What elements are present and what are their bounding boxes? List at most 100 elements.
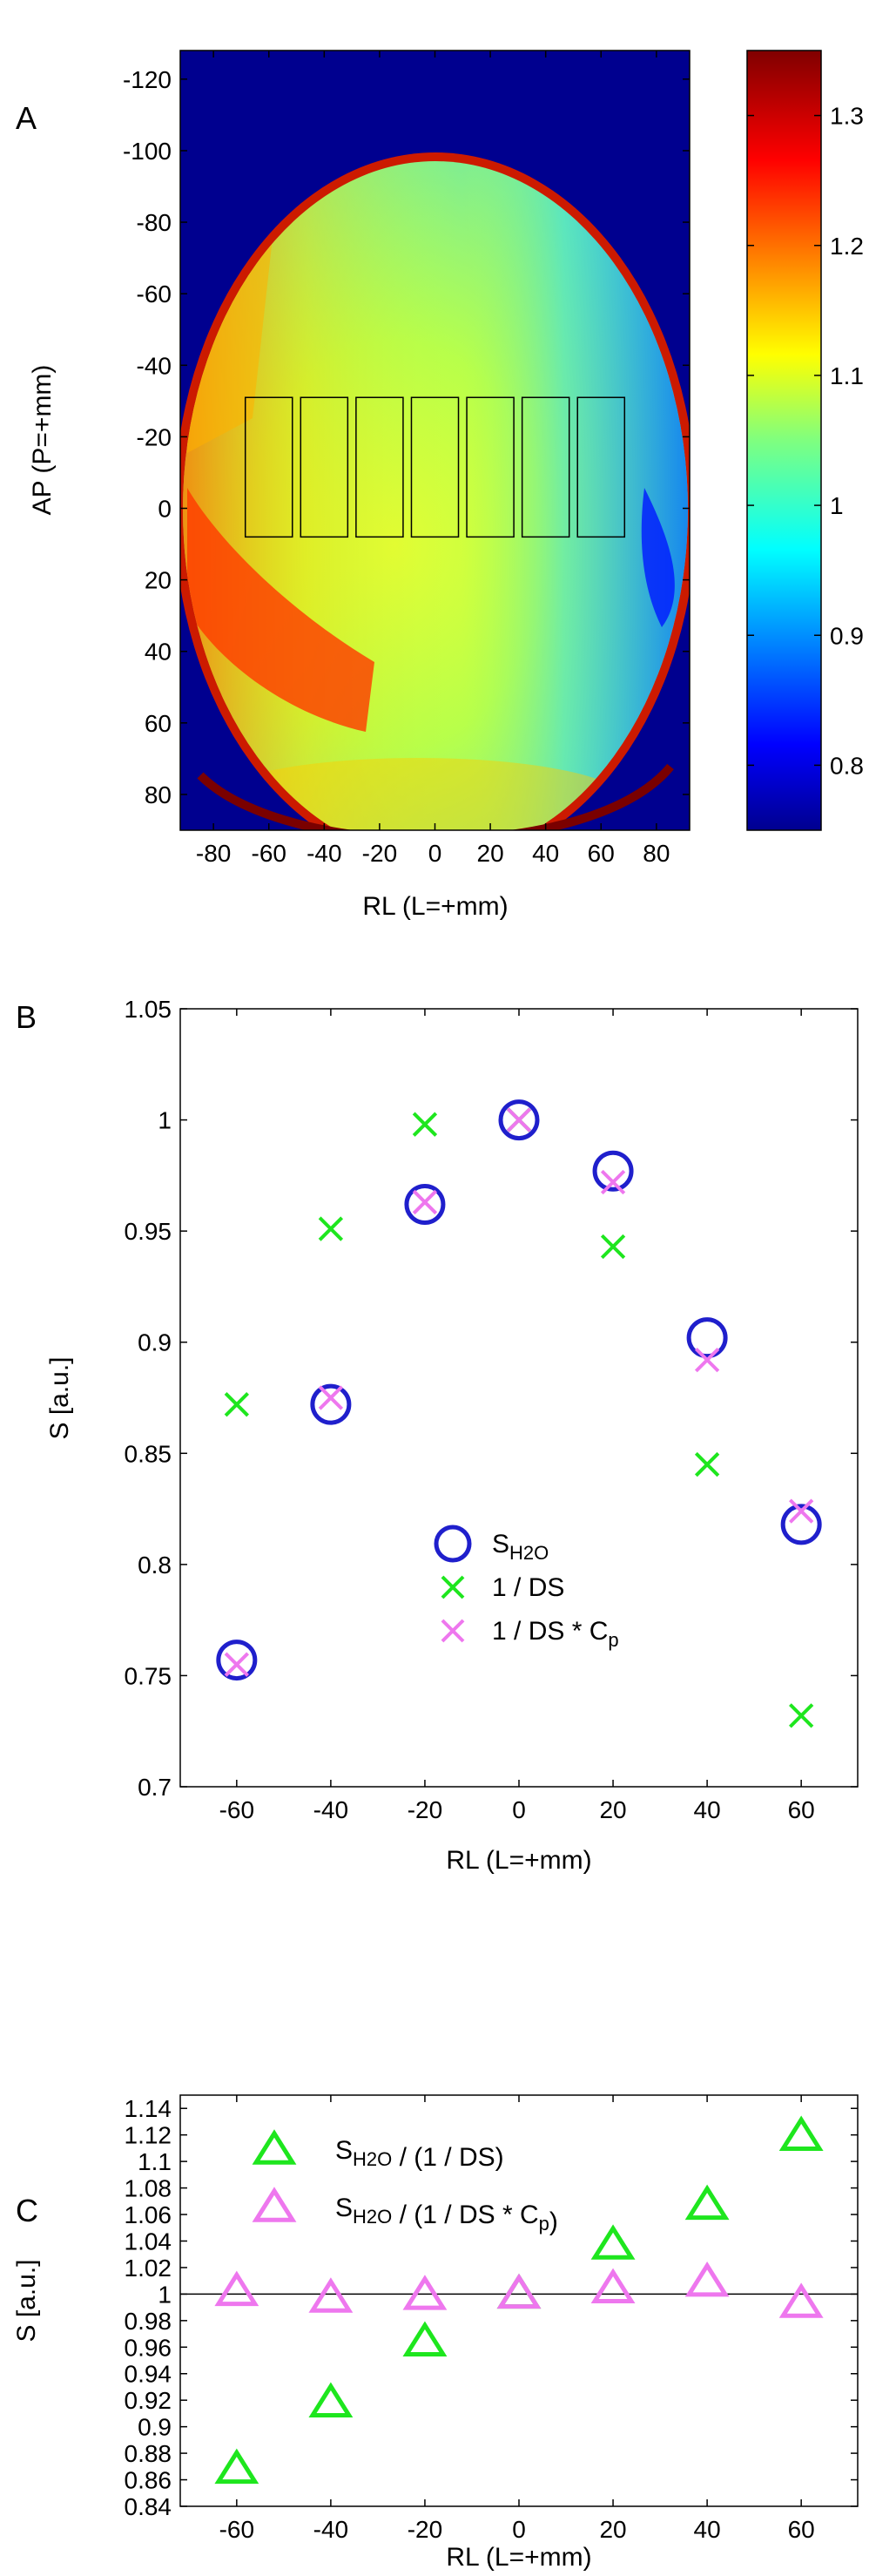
roi-box: [355, 396, 404, 538]
panel-b-legend: SH2O 1 / DS 1 / DS * Cp: [434, 1525, 619, 1651]
y-tick-label: 0.9: [138, 2414, 172, 2441]
point-series-1: [789, 1703, 814, 1728]
point-series-0: [402, 2321, 448, 2356]
point-series-0: [498, 1099, 540, 1141]
legend-text: 1 / DS * C: [492, 1617, 608, 1646]
point-series-1: [412, 1112, 438, 1137]
point-series-0: [308, 2382, 354, 2417]
x-tick-label: 40: [694, 2516, 721, 2543]
x-tick-label: -60: [219, 1796, 254, 1823]
y-tick-label: 0.85: [125, 1440, 172, 1467]
panel-c-ticks: -60 -40 -20 0 20 40 600.840.860.880.90.920.940…: [125, 2095, 858, 2543]
x-tick-label: -80: [196, 840, 231, 867]
y-tick-label: 0.95: [125, 1218, 172, 1245]
panel-label-c: C: [16, 2193, 38, 2228]
legend-label: SH2O: [492, 1530, 549, 1564]
y-tick-label: 0.9: [138, 1329, 172, 1356]
legend-subscript: H2O: [509, 1542, 549, 1564]
y-tick-label: 0.8: [138, 1552, 172, 1579]
legend-label: SH2O / (1 / DS): [335, 2136, 504, 2172]
roi-box: [410, 396, 460, 538]
panel-c-marks: [214, 2115, 824, 2485]
x-tick-label: -20: [408, 1796, 442, 1823]
panel-c-ylabel: S [a.u.]: [12, 2259, 41, 2342]
x-tick-label: -20: [362, 840, 397, 867]
y-tick-label: 1.05: [125, 996, 172, 1023]
panel-c-xlabel: RL (L=+mm): [446, 2543, 591, 2572]
x-tick-label: -40: [313, 2516, 348, 2543]
legend-text: S: [492, 1530, 509, 1558]
panel-a-image: -80 -60 -40 -20 0 20 40 60 80 -120 -100 -80 -60 -40 -2…: [28, 50, 864, 921]
roi-box: [576, 396, 626, 538]
legend-marker: [252, 2187, 297, 2222]
y-tick-label: 20: [145, 567, 172, 594]
point-series-0: [590, 2224, 636, 2260]
legend-text: ): [549, 2208, 558, 2236]
y-tick-label: -60: [137, 281, 172, 308]
point-series-1: [590, 2268, 636, 2304]
panel-label-a: A: [16, 100, 37, 136]
y-tick-label: 1.04: [125, 2228, 172, 2255]
point-series-0: [684, 2184, 730, 2221]
x-tick-label: 60: [788, 2516, 815, 2543]
y-tick-label: 1: [158, 1107, 172, 1134]
y-tick-label: 1: [158, 2281, 172, 2308]
panel-c-legend: SH2O / (1 / DS)SH2O / (1 / DS * Cp): [252, 2129, 558, 2236]
y-tick-label: -40: [137, 352, 172, 379]
x-tick-label: -60: [252, 840, 286, 867]
x-tick-label: -60: [219, 2516, 254, 2543]
legend-text: / (1 / DS * C: [392, 2201, 538, 2229]
point-series-0: [592, 1150, 634, 1192]
colorbar: [746, 50, 822, 831]
point-series-2: [600, 1169, 626, 1195]
y-tick-label: 1.06: [125, 2201, 172, 2228]
legend-text: S: [335, 2136, 353, 2165]
legend-subscript: p: [539, 2213, 549, 2235]
y-tick-label: 80: [145, 781, 172, 808]
y-tick-label: 0.86: [125, 2467, 172, 2494]
legend-subscript: H2O: [353, 2206, 392, 2228]
legend-text: / (1 / DS): [392, 2143, 503, 2172]
y-tick-label: -120: [123, 66, 172, 93]
x-tick-label: 0: [512, 1796, 526, 1823]
colorbar-tick-label: 1: [830, 492, 844, 519]
y-tick-label: 0.92: [125, 2387, 172, 2414]
y-tick-label: 1.1: [138, 2148, 172, 2175]
colorbar-tick-label: 1.2: [830, 233, 864, 260]
y-tick-label: 1.08: [125, 2175, 172, 2202]
roi-boxes: [244, 396, 626, 538]
colorbar-tick-label: 1.3: [830, 103, 864, 130]
panel-a-xlabel: RL (L=+mm): [362, 892, 508, 921]
point-series-2: [224, 1652, 249, 1677]
x-tick-label: 20: [477, 840, 504, 867]
panel-label-b: B: [16, 999, 37, 1035]
x-tick-label: 0: [428, 840, 442, 867]
point-series-2: [318, 1385, 344, 1410]
point-series-0: [216, 1640, 258, 1681]
colorbar-tick-label: 0.8: [830, 752, 864, 779]
y-tick-label: 1.02: [125, 2255, 172, 2282]
point-series-0: [778, 2115, 824, 2151]
y-tick-label: -80: [137, 209, 172, 236]
panel-c-axes-frame: [179, 2094, 859, 2507]
x-tick-label: 40: [532, 840, 559, 867]
point-series-0: [780, 1504, 822, 1545]
y-tick-label: 0: [158, 496, 172, 523]
roi-box: [521, 396, 570, 538]
y-tick-label: 0.7: [138, 1774, 172, 1801]
legend-subscript: p: [608, 1629, 618, 1651]
point-series-2: [412, 1189, 438, 1215]
y-tick-label: 1.14: [125, 2095, 172, 2122]
x-tick-label: 40: [694, 1796, 721, 1823]
point-series-0: [310, 1383, 352, 1425]
legend-label: 1 / DS: [492, 1573, 564, 1602]
panel-a-ticks: -80 -60 -40 -20 0 20 40 60 80 -120 -100 -80 -60 -40 -2…: [123, 51, 690, 867]
panel-b-ylabel: S [a.u.]: [45, 1356, 74, 1439]
panel-b-axes-frame: [179, 1008, 859, 1788]
y-tick-label: -100: [123, 138, 172, 165]
phantom-image: [180, 152, 690, 830]
point-series-1: [600, 1234, 626, 1260]
legend-label: SH2O / (1 / DS * Cp): [335, 2194, 558, 2236]
colorbar-tick-label: 1.1: [830, 362, 864, 389]
colorbar-ticks: 0.8 0.9 1 1.1 1.2 1.3: [747, 103, 864, 779]
